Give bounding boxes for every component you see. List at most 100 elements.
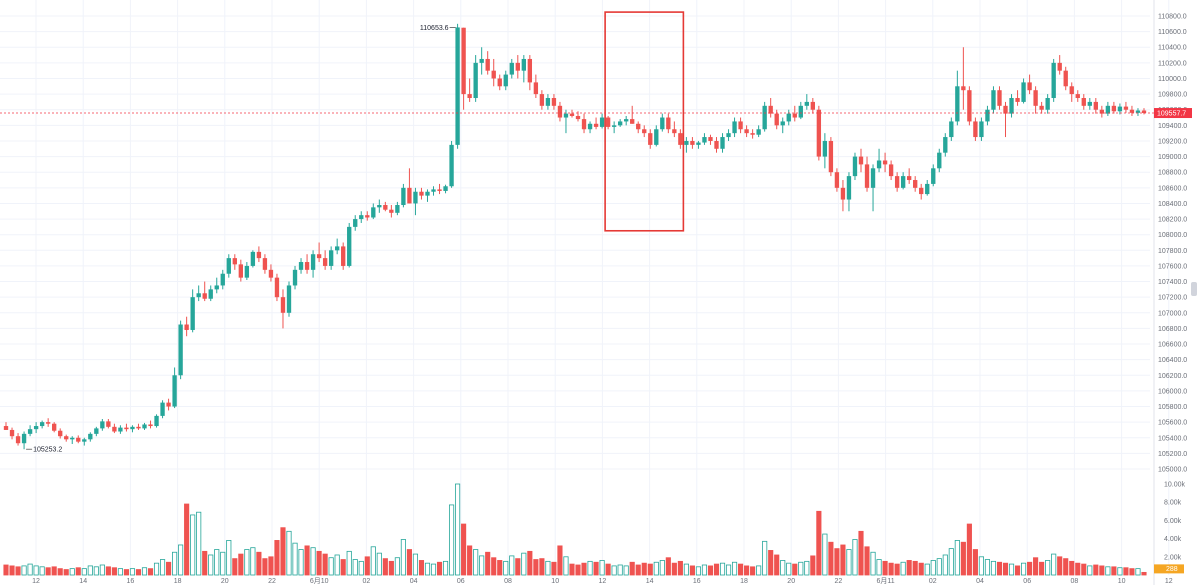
candle-body bbox=[894, 176, 900, 188]
volume-axis[interactable]: 10.00k 8.00k 6.00k 4.00k 2.00k bbox=[1164, 482, 1186, 562]
time-tick-label: 14 bbox=[79, 578, 87, 585]
volume-bar bbox=[202, 550, 208, 576]
volume-bar bbox=[804, 560, 810, 576]
candle-body bbox=[852, 156, 858, 177]
current-price-label: 109557.7 bbox=[1157, 111, 1186, 118]
candle-body bbox=[774, 113, 779, 126]
candle-body bbox=[876, 160, 882, 169]
volume-bar bbox=[364, 556, 370, 576]
candle-body bbox=[413, 191, 418, 204]
volume-bar bbox=[611, 565, 617, 576]
volume-bar bbox=[214, 549, 220, 576]
volume-bar bbox=[322, 553, 328, 576]
candle-body bbox=[256, 251, 262, 259]
candle-body bbox=[268, 269, 274, 278]
price-tick-label: 108600.0 bbox=[1158, 185, 1187, 192]
volume-bar bbox=[834, 548, 840, 576]
candle-body bbox=[714, 140, 719, 149]
candle-body bbox=[1081, 98, 1086, 106]
volume-bar bbox=[394, 557, 400, 576]
candle-body bbox=[322, 258, 328, 266]
candle-body bbox=[70, 437, 75, 440]
volume-bar bbox=[695, 566, 702, 576]
candle-body bbox=[660, 117, 665, 130]
candle-body bbox=[991, 90, 996, 110]
candle-body bbox=[587, 123, 593, 130]
candle-body bbox=[491, 70, 496, 79]
candle-body bbox=[545, 98, 551, 106]
price-tick-label: 110200.0 bbox=[1158, 60, 1187, 67]
highlight-boxes bbox=[604, 11, 685, 232]
volume-bar bbox=[689, 565, 695, 576]
volume-bar bbox=[473, 549, 479, 576]
candle-body bbox=[888, 164, 894, 177]
volume-bar bbox=[677, 560, 683, 576]
candle-body bbox=[1111, 105, 1117, 112]
time-tick-label: 12 bbox=[32, 578, 40, 585]
candle-body bbox=[389, 209, 394, 213]
time-tick-label: 08 bbox=[1071, 578, 1079, 585]
volume-bar bbox=[503, 560, 509, 576]
volume-bar bbox=[1045, 560, 1051, 576]
candle-body bbox=[949, 121, 954, 138]
volume-bar bbox=[51, 566, 57, 576]
candle-body bbox=[1087, 101, 1092, 106]
volume-bar bbox=[358, 560, 364, 576]
price-axis[interactable]: 110800.0 110600.0 110400.0 110200.0 110000.0… bbox=[1153, 0, 1187, 585]
candle-body bbox=[1021, 82, 1026, 102]
volume-bar bbox=[129, 568, 136, 576]
time-tick-label: 10 bbox=[551, 578, 559, 585]
volume-bar bbox=[424, 562, 431, 576]
volume-bar bbox=[370, 546, 376, 576]
volume-bar bbox=[286, 530, 292, 576]
volume-bar bbox=[798, 561, 804, 576]
candle-body bbox=[931, 168, 936, 184]
volume-bar bbox=[147, 568, 154, 576]
volume-bar bbox=[448, 504, 455, 576]
candle-body bbox=[82, 439, 87, 442]
candle-body bbox=[563, 113, 569, 118]
candle-body bbox=[509, 62, 514, 75]
price-tick-label: 105000.0 bbox=[1158, 467, 1187, 474]
volume-bar bbox=[159, 559, 166, 576]
candle-body bbox=[678, 133, 683, 145]
candle-body bbox=[1009, 98, 1014, 114]
candle-body bbox=[925, 183, 930, 195]
candle-body bbox=[792, 113, 797, 118]
candle-body bbox=[527, 58, 533, 83]
volume-bar bbox=[858, 530, 864, 576]
candle-body bbox=[280, 297, 286, 313]
volume-bar bbox=[491, 557, 497, 576]
candle-body bbox=[220, 273, 225, 286]
candle-body bbox=[581, 119, 587, 130]
candle-body bbox=[3, 426, 9, 430]
price-tick-label: 108200.0 bbox=[1158, 217, 1187, 224]
volume-bar bbox=[599, 560, 605, 576]
candle-body bbox=[642, 129, 647, 134]
volume-bar bbox=[310, 547, 316, 576]
high-label: 110653.6 bbox=[420, 25, 449, 32]
volume-bar bbox=[756, 565, 762, 576]
volume-bar bbox=[63, 569, 69, 576]
candle-body bbox=[419, 191, 424, 196]
candle-body bbox=[244, 265, 250, 278]
candle-body bbox=[27, 429, 33, 434]
candle-body bbox=[913, 180, 918, 188]
volume-bar bbox=[226, 540, 232, 576]
candle-body bbox=[154, 415, 159, 427]
volume-bar bbox=[563, 556, 569, 576]
scale-handle[interactable] bbox=[1191, 282, 1197, 296]
volume-bar bbox=[972, 549, 978, 576]
current-price-tag bbox=[1154, 108, 1192, 119]
volume-bar bbox=[852, 539, 858, 576]
price-tick-label: 109000.0 bbox=[1158, 154, 1187, 161]
volume-bar bbox=[268, 556, 274, 576]
volume-bar bbox=[978, 556, 984, 576]
candle-body bbox=[521, 58, 526, 71]
price-tick-label: 107600.0 bbox=[1158, 263, 1187, 270]
time-axis[interactable]: 12 14 16 18 20 22 6月10 02 04 06 08 10 12 14 16 18 20 22 6月… bbox=[32, 577, 1173, 585]
candle-body bbox=[304, 262, 310, 270]
volume-bar bbox=[906, 560, 912, 576]
volume-bar bbox=[551, 561, 557, 576]
